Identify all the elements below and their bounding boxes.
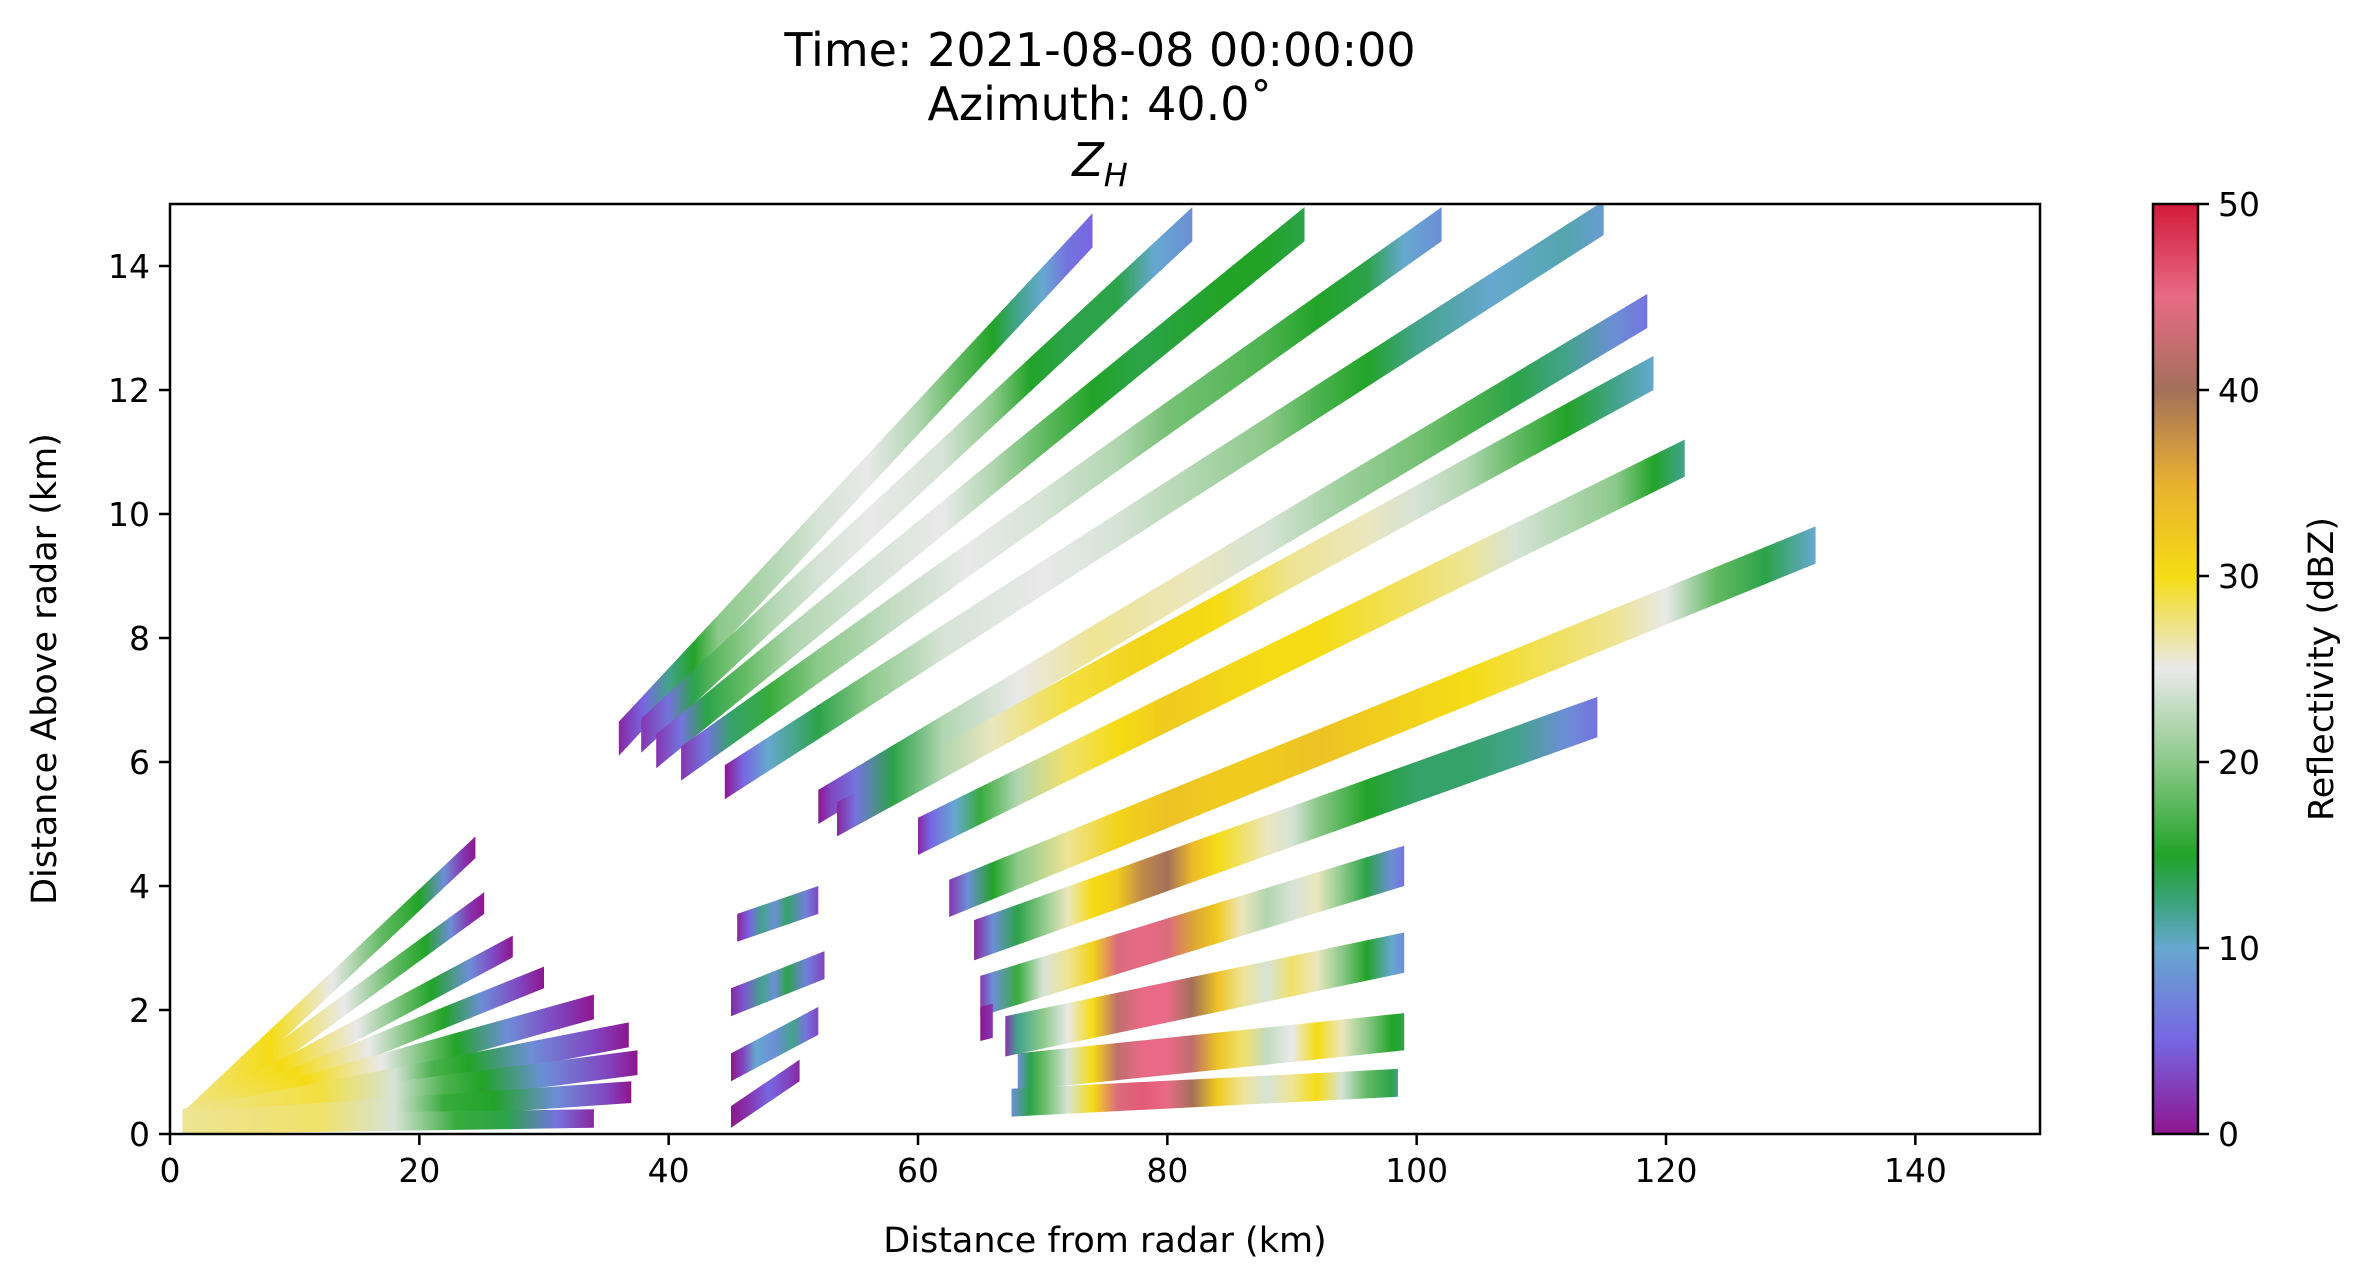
radar-sweep-band-10 bbox=[731, 951, 825, 1017]
radar-sweep-band-22 bbox=[974, 696, 1598, 961]
y-tick-label: 10 bbox=[108, 495, 150, 534]
y-axis: 0 2 4 6 8 10 12 14 bbox=[108, 247, 170, 1154]
x-tick-label: 120 bbox=[1635, 1151, 1698, 1190]
x-tick-label: 100 bbox=[1385, 1151, 1448, 1190]
x-tick-label: 140 bbox=[1884, 1151, 1947, 1190]
y-tick-label: 8 bbox=[129, 619, 150, 658]
radar-sweep-band-16 bbox=[681, 207, 1442, 781]
radar-sweep-band-11 bbox=[731, 1006, 819, 1082]
radar-sweep-band-20 bbox=[918, 439, 1685, 855]
radar-sweep-band-24 bbox=[1005, 932, 1405, 1057]
radar-sweep-band-27 bbox=[980, 1003, 993, 1041]
radar-sweep-band-19 bbox=[837, 355, 1654, 837]
chart-title-variable: ZH bbox=[1070, 133, 1128, 194]
colorbar-tick-label: 40 bbox=[2218, 371, 2260, 410]
colorbar-gradient bbox=[2153, 204, 2198, 1134]
radar-sweep-band-15 bbox=[656, 207, 1305, 769]
radar-sweep-band-9 bbox=[737, 886, 819, 942]
x-tick-label: 20 bbox=[398, 1151, 440, 1190]
radar-sweep-band-13 bbox=[618, 213, 1093, 756]
chart-title-line-2: Azimuth: 40.0˚ bbox=[927, 77, 1272, 131]
colorbar: 0 10 20 30 40 50 bbox=[2151, 185, 2260, 1154]
x-tick-label: 60 bbox=[897, 1151, 939, 1190]
radar-sweep-band-18 bbox=[818, 293, 1648, 824]
radar-sweep-band-25 bbox=[1017, 1013, 1405, 1091]
plot-area bbox=[182, 204, 1816, 1134]
colorbar-tick-label: 30 bbox=[2218, 557, 2260, 596]
radar-sweep-band-26 bbox=[1011, 1068, 1398, 1117]
y-tick-label: 0 bbox=[129, 1115, 150, 1154]
radar-sweep-band-14 bbox=[641, 207, 1193, 753]
x-axis: 0 20 40 60 80 100 120 140 bbox=[160, 1134, 1947, 1190]
y-tick-label: 6 bbox=[129, 743, 150, 782]
x-tick-label: 80 bbox=[1146, 1151, 1188, 1190]
colorbar-tick-label: 50 bbox=[2218, 185, 2260, 224]
colorbar-label: Reflectivity (dBZ) bbox=[2302, 517, 2342, 821]
chart-title-line-1: Time: 2021-08-08 00:00:00 bbox=[783, 23, 1415, 77]
x-tick-label: 40 bbox=[648, 1151, 690, 1190]
y-axis-label: Distance Above radar (km) bbox=[25, 433, 65, 905]
colorbar-tick-label: 20 bbox=[2218, 743, 2260, 782]
radar-sweep-band-12 bbox=[731, 1059, 800, 1128]
plot-frame bbox=[168, 202, 2042, 1136]
colorbar-frame bbox=[2151, 202, 2200, 1136]
radar-sweep-band-8 bbox=[182, 1109, 594, 1134]
title-variable-main: Z bbox=[1070, 133, 1105, 187]
x-tick-label: 0 bbox=[160, 1151, 181, 1190]
x-axis-label: Distance from radar (km) bbox=[883, 1221, 1326, 1261]
y-tick-label: 12 bbox=[108, 371, 150, 410]
radar-sweep-band-17 bbox=[724, 204, 1604, 800]
y-tick-label: 4 bbox=[129, 867, 150, 906]
colorbar-tick-label: 0 bbox=[2218, 1115, 2239, 1154]
y-tick-label: 14 bbox=[108, 247, 150, 286]
radar-sweep-band-23 bbox=[980, 845, 1405, 1017]
colorbar-tick-label: 10 bbox=[2218, 929, 2260, 968]
y-tick-label: 2 bbox=[129, 991, 150, 1030]
title-variable-subscript: H bbox=[1104, 156, 1128, 194]
radar-sweep-band-21 bbox=[949, 526, 1816, 917]
